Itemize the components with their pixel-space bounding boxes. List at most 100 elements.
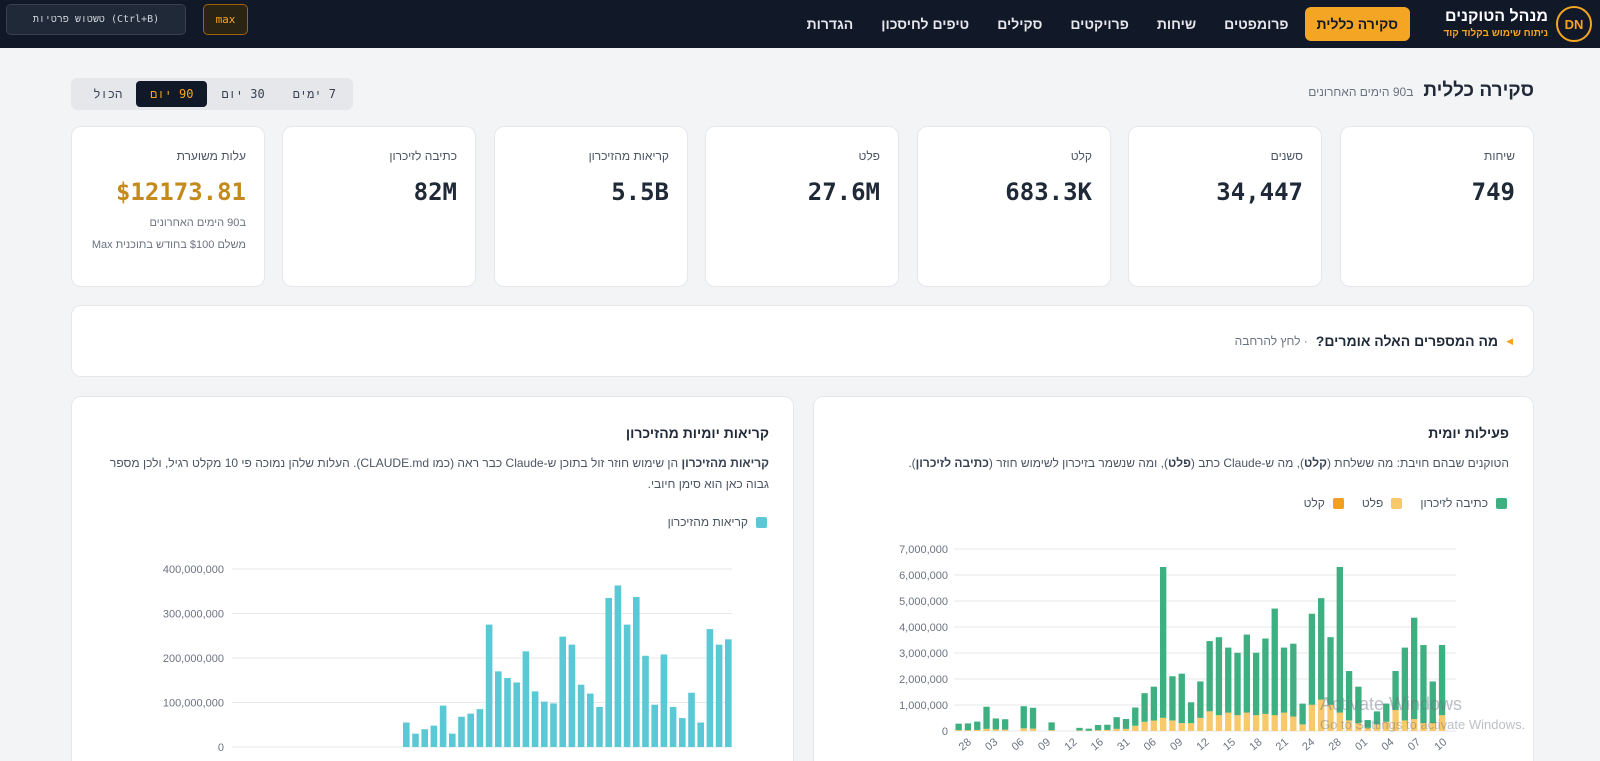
bar-cache-write — [983, 706, 990, 729]
bar-cache-read — [430, 725, 438, 747]
x-tick-label: 16 — [1089, 736, 1106, 753]
bar-output — [1234, 715, 1241, 731]
nav-skills[interactable]: סקילים — [997, 16, 1043, 32]
bar-cache-read — [651, 704, 658, 747]
stat-card-estimated-cost: עלות משוערת $12173.81 ב90 הימים האחרונים… — [71, 126, 265, 287]
bar-cache-write — [1234, 652, 1241, 716]
bar-cache-read — [449, 733, 456, 747]
chart-legend: קריאות מהזיכרון — [96, 515, 769, 529]
stat-label: פלט — [858, 149, 880, 163]
bar-output — [1411, 719, 1418, 731]
bar-cache-write — [955, 723, 962, 731]
brand-text: מנהל הטוקנים ניתוח שימוש בקלוד קוד — [1443, 7, 1548, 41]
bar-cache-write — [1271, 608, 1278, 716]
bar-output — [1438, 715, 1446, 731]
y-tick-label: 4,000,000 — [899, 622, 948, 634]
y-tick-label: 0 — [942, 726, 948, 738]
bar-output — [1197, 718, 1204, 731]
legend-cache-write[interactable]: כתיבה לזיכרון — [1420, 496, 1507, 510]
x-tick-label: 12 — [1195, 736, 1212, 753]
bar-cache-read — [669, 706, 677, 747]
bar-cache-read — [458, 716, 465, 747]
bar-output — [1308, 705, 1316, 731]
bar-cache-write — [1355, 686, 1362, 724]
bar-cache-read — [476, 709, 484, 747]
avatar[interactable]: DN — [1556, 6, 1592, 42]
bar-cache-write — [1262, 638, 1269, 714]
stat-value: $12173.81 — [115, 178, 246, 206]
bar-output — [1169, 720, 1176, 731]
nav-overview[interactable]: סקירה כללית — [1304, 7, 1410, 41]
range-30-days[interactable]: 30 יום — [221, 86, 265, 101]
bar-cache-write — [1029, 707, 1037, 729]
bar-cache-write — [1094, 724, 1102, 731]
nav-projects[interactable]: פרויקטים — [1070, 16, 1129, 32]
bar-cache-read — [688, 692, 695, 747]
app-subtitle: ניתוח שימוש בקלוד קוד — [1443, 28, 1548, 39]
legend-cache-read[interactable]: קריאות מהזיכרון — [668, 515, 767, 529]
bar-cache-write — [1373, 711, 1381, 725]
bar-cache-read — [660, 654, 668, 747]
bar-cache-read — [642, 655, 649, 747]
y-tick-label: 6,000,000 — [899, 570, 948, 582]
bar-output — [1243, 712, 1250, 731]
bar-cache-write — [1280, 647, 1288, 713]
stat-card-input: קלט 683.3K — [917, 126, 1111, 287]
bar-output — [1373, 724, 1381, 731]
x-tick-label: 01 — [1353, 736, 1370, 753]
y-tick-label: 2,000,000 — [899, 674, 948, 686]
bar-cache-read — [504, 678, 511, 747]
y-tick-label: 0 — [218, 742, 224, 754]
bar-cache-write — [1187, 702, 1195, 724]
bar-cache-read — [577, 684, 585, 747]
bar-cache-write — [1420, 645, 1427, 724]
stat-label: כתיבה לזיכרון — [389, 149, 457, 163]
bar-cache-read — [467, 713, 474, 747]
range-90-days[interactable]: 90 יום — [136, 81, 208, 107]
legend-swatch — [1496, 497, 1507, 509]
stat-label: שיחות — [1484, 149, 1515, 163]
bar-cache-write — [1206, 641, 1213, 712]
bar-output — [1178, 723, 1185, 731]
explain-numbers-toggle[interactable]: ◀ מה המספרים האלה אומרים? · לחץ להרחבה — [71, 305, 1534, 377]
bar-cache-write — [1076, 727, 1083, 731]
daily-activity-panel: פעילות יומית הטוקנים שבהם חויבת: מה ששלח… — [813, 396, 1534, 761]
bar-cache-write — [1001, 719, 1009, 730]
x-tick-label: 12 — [1062, 736, 1079, 753]
privacy-blur-button[interactable]: טשטוש פרטיות (Ctrl+B) — [6, 4, 186, 35]
legend-swatch — [756, 516, 767, 528]
bar-output — [1336, 712, 1343, 731]
page-title: סקירה כללית — [1423, 80, 1534, 101]
bar-output — [1345, 720, 1353, 731]
bar-cache-write — [1411, 617, 1418, 720]
y-tick-label: 300,000,000 — [163, 609, 224, 621]
nav-prompts[interactable]: פרומפטים — [1224, 16, 1289, 32]
x-tick-label: 15 — [1221, 736, 1238, 753]
bar-output — [1420, 723, 1427, 731]
bar-cache-write — [1020, 706, 1027, 729]
bar-cache-read — [706, 629, 714, 747]
range-7-days[interactable]: 7 ימים — [292, 86, 336, 101]
nav-conversations[interactable]: שיחות — [1156, 16, 1197, 32]
bar-output — [1020, 728, 1027, 731]
bar-cache-read — [495, 671, 502, 747]
plan-badge[interactable]: max — [203, 4, 248, 35]
legend-input[interactable]: קלט — [1304, 496, 1344, 510]
cost-plan-note: משלם $100 בחודש בתוכנית Max — [91, 239, 246, 251]
legend-swatch — [1332, 497, 1344, 509]
stat-card-sessions: סשנים 34,447 — [1128, 126, 1322, 287]
nav-settings[interactable]: הגדרות — [806, 16, 854, 32]
bar-cache-read — [439, 705, 447, 747]
bar-cache-read — [403, 722, 410, 747]
bar-cache-read — [587, 693, 594, 747]
legend-output[interactable]: פלט — [1362, 496, 1403, 510]
overview-heading: סקירה כללית ב90 הימים האחרונים — [1308, 80, 1534, 102]
bar-cache-write — [1401, 647, 1409, 721]
bar-output — [1113, 728, 1120, 731]
bar-cache-write — [1048, 722, 1055, 731]
nav-saving-tips[interactable]: טיפים לחיסכון — [881, 16, 970, 32]
x-tick-label: 28 — [1327, 736, 1344, 753]
stat-label: קריאות מהזיכרון — [588, 149, 669, 163]
stat-value: 27.6M — [807, 178, 880, 206]
range-all[interactable]: הכול — [93, 86, 123, 101]
